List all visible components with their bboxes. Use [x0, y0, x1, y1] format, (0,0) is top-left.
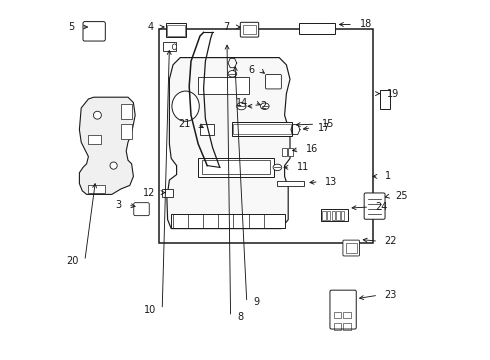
Bar: [299, 23, 335, 34]
Text: 9: 9: [253, 297, 259, 307]
Text: 12: 12: [144, 188, 156, 198]
FancyBboxPatch shape: [240, 22, 259, 37]
Text: 21: 21: [179, 119, 191, 129]
Text: 1: 1: [385, 171, 391, 181]
Bar: [277, 181, 304, 186]
Bar: [334, 323, 342, 330]
Bar: [332, 211, 335, 220]
Bar: [88, 135, 101, 144]
Text: 20: 20: [66, 256, 78, 266]
Bar: [320, 209, 347, 221]
Ellipse shape: [261, 103, 269, 109]
Bar: [343, 312, 351, 318]
Bar: [334, 312, 342, 318]
Text: 3: 3: [116, 200, 122, 210]
Bar: [171, 214, 285, 228]
Bar: [202, 160, 270, 174]
Text: 6: 6: [248, 65, 254, 75]
Bar: [121, 124, 132, 139]
Bar: [163, 42, 176, 51]
Text: 7: 7: [223, 22, 229, 32]
Text: 8: 8: [237, 312, 243, 322]
Ellipse shape: [273, 164, 282, 171]
Text: 25: 25: [395, 191, 408, 201]
Ellipse shape: [110, 162, 117, 169]
Bar: [243, 25, 256, 34]
Polygon shape: [79, 97, 135, 194]
Text: 5: 5: [69, 22, 74, 32]
Bar: [198, 77, 248, 94]
FancyBboxPatch shape: [330, 290, 356, 329]
Text: 10: 10: [144, 305, 156, 315]
FancyBboxPatch shape: [364, 193, 385, 219]
Bar: [343, 323, 351, 330]
Bar: [167, 25, 185, 36]
FancyBboxPatch shape: [266, 75, 281, 89]
Bar: [233, 124, 291, 134]
Polygon shape: [167, 58, 290, 229]
Text: 4: 4: [148, 22, 154, 32]
Bar: [166, 23, 186, 37]
Text: 19: 19: [387, 89, 399, 99]
Ellipse shape: [94, 111, 101, 119]
Ellipse shape: [172, 91, 199, 121]
Ellipse shape: [228, 71, 237, 77]
Bar: [159, 29, 373, 243]
Bar: [322, 211, 326, 220]
Text: 22: 22: [385, 236, 397, 246]
Bar: [88, 185, 104, 193]
Bar: [282, 148, 287, 156]
Bar: [380, 90, 390, 109]
Bar: [162, 189, 173, 197]
Bar: [288, 148, 293, 156]
Bar: [337, 211, 340, 220]
Bar: [341, 211, 344, 220]
Text: 13: 13: [325, 177, 338, 187]
FancyBboxPatch shape: [343, 240, 360, 256]
Text: 2: 2: [261, 101, 267, 111]
Text: 11: 11: [296, 162, 309, 172]
Text: 14: 14: [236, 98, 248, 108]
Text: 24: 24: [376, 202, 388, 212]
Ellipse shape: [237, 103, 246, 110]
Text: 15: 15: [321, 119, 334, 129]
Bar: [232, 122, 292, 136]
Bar: [198, 158, 274, 177]
Bar: [346, 243, 357, 253]
Bar: [200, 124, 215, 135]
Text: 18: 18: [360, 19, 372, 30]
Text: 17: 17: [318, 123, 330, 133]
Bar: [121, 104, 132, 119]
Bar: [327, 211, 330, 220]
FancyBboxPatch shape: [134, 203, 149, 216]
Text: 16: 16: [305, 144, 318, 154]
Ellipse shape: [172, 44, 176, 50]
Text: 23: 23: [385, 290, 397, 300]
FancyBboxPatch shape: [83, 22, 105, 41]
